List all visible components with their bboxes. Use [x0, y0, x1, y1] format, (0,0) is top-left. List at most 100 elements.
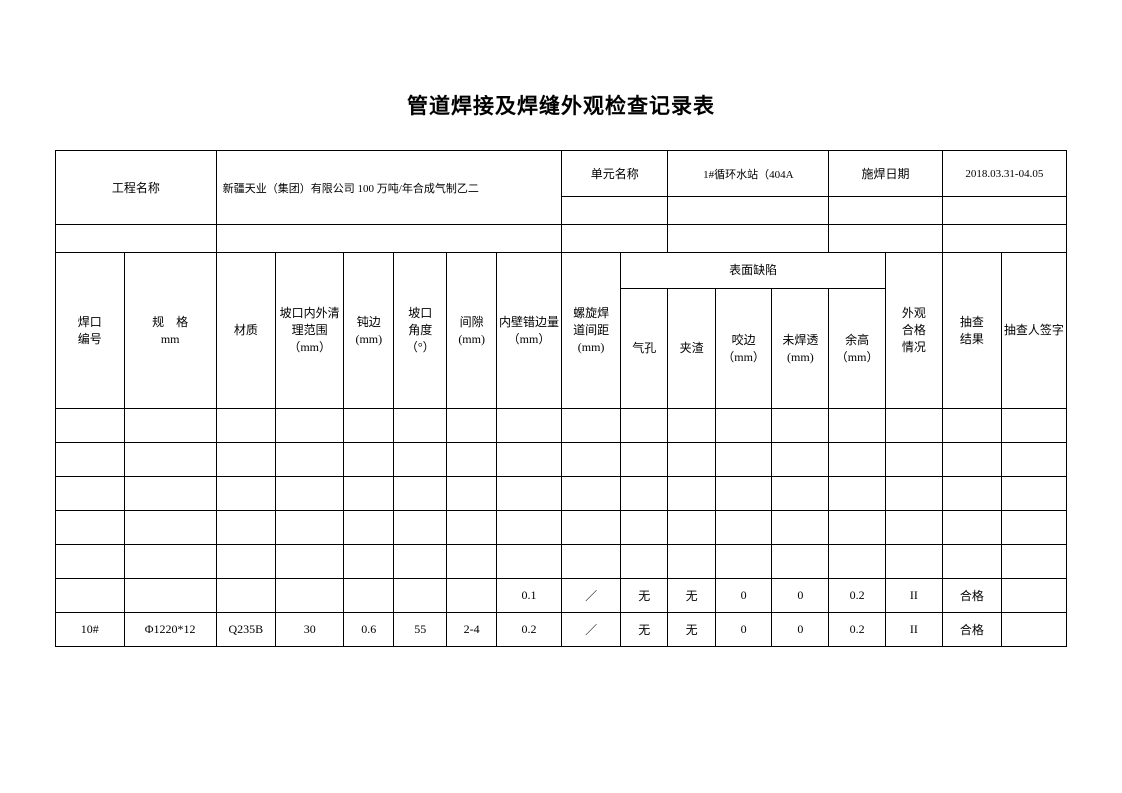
- cell: [275, 409, 344, 443]
- cell: [124, 545, 216, 579]
- cell: [886, 409, 943, 443]
- cell: [886, 545, 943, 579]
- cell: [447, 443, 497, 477]
- cell: [942, 443, 1001, 477]
- col-groove-clean: 坡口内外清理范围（mm）: [275, 253, 344, 409]
- cell: [56, 545, 125, 579]
- cell: [124, 477, 216, 511]
- cell: [668, 409, 715, 443]
- cell: [275, 477, 344, 511]
- project-name-value: 新疆天业（集团）有限公司 100 万吨/年合成气制乙二: [216, 151, 561, 225]
- table-row: 10#Φ1220*12Q235B300.6552-40.2／无无000.2II合…: [56, 613, 1067, 647]
- cell: 30: [275, 613, 344, 647]
- table-row: [56, 409, 1067, 443]
- cell: [621, 443, 668, 477]
- cell: [942, 409, 1001, 443]
- cell: [344, 511, 394, 545]
- cell: [772, 443, 829, 477]
- table-row: [56, 443, 1067, 477]
- cell: [1001, 579, 1066, 613]
- cell: 0.2: [829, 613, 886, 647]
- cell: [668, 511, 715, 545]
- hdr-blank-7: [562, 225, 668, 253]
- hdr-blank-5: [56, 225, 217, 253]
- cell: [829, 477, 886, 511]
- cell: [496, 545, 561, 579]
- doc-title: 管道焊接及焊缝外观检查记录表: [55, 90, 1067, 120]
- cell: [886, 477, 943, 511]
- col-incomplete: 未焊透(mm): [772, 289, 829, 409]
- cell: 0.6: [344, 613, 394, 647]
- cell: [216, 409, 275, 443]
- cell: [772, 511, 829, 545]
- col-spot-sign: 抽查人签字: [1001, 253, 1066, 409]
- hdr-blank-8: [668, 225, 829, 253]
- cell: [394, 579, 447, 613]
- cell: [496, 409, 561, 443]
- cell: 无: [668, 613, 715, 647]
- cell: 0: [715, 613, 772, 647]
- cell: [621, 511, 668, 545]
- hdr-blank-4: [942, 197, 1066, 225]
- table-row: [56, 477, 1067, 511]
- cell: [942, 511, 1001, 545]
- unit-name-label: 单元名称: [562, 151, 668, 197]
- col-reinforcement: 余高（mm）: [829, 289, 886, 409]
- cell: [216, 443, 275, 477]
- hdr-blank-6: [216, 225, 561, 253]
- cell: [562, 545, 621, 579]
- cell: [621, 545, 668, 579]
- cell: [668, 545, 715, 579]
- cell: Φ1220*12: [124, 613, 216, 647]
- cell: [124, 579, 216, 613]
- cell: [562, 409, 621, 443]
- cell: [772, 545, 829, 579]
- col-undercut: 咬边（mm）: [715, 289, 772, 409]
- cell: [1001, 477, 1066, 511]
- col-surface-defect: 表面缺陷: [621, 253, 886, 289]
- unit-name-value: 1#循环水站（404A: [668, 151, 829, 197]
- cell: [56, 443, 125, 477]
- cell: [344, 477, 394, 511]
- cell: [394, 511, 447, 545]
- cell: 0: [772, 579, 829, 613]
- cell: [56, 409, 125, 443]
- cell: 0.2: [829, 579, 886, 613]
- cell: [344, 443, 394, 477]
- cell: [56, 579, 125, 613]
- cell: 55: [394, 613, 447, 647]
- cell: 合格: [942, 613, 1001, 647]
- cell: [621, 409, 668, 443]
- cell: [1001, 443, 1066, 477]
- cell: [886, 443, 943, 477]
- cell: [496, 477, 561, 511]
- col-appearance: 外观合格情况: [886, 253, 943, 409]
- cell: [447, 409, 497, 443]
- cell: [1001, 409, 1066, 443]
- cell: [447, 511, 497, 545]
- col-weld-no: 焊口编号: [56, 253, 125, 409]
- cell: [829, 545, 886, 579]
- project-name-label: 工程名称: [56, 151, 217, 225]
- cell: [447, 579, 497, 613]
- hdr-blank-9: [829, 225, 943, 253]
- cell: [394, 443, 447, 477]
- cell: [56, 511, 125, 545]
- cell: [942, 545, 1001, 579]
- cell: [1001, 613, 1066, 647]
- cell: 合格: [942, 579, 1001, 613]
- cell: [216, 477, 275, 511]
- cell: Q235B: [216, 613, 275, 647]
- weld-date-value: 2018.03.31-04.05: [942, 151, 1066, 197]
- table-row: [56, 545, 1067, 579]
- hdr-blank-3: [829, 197, 943, 225]
- cell: [216, 545, 275, 579]
- cell: [56, 477, 125, 511]
- cell: [275, 511, 344, 545]
- cell: [275, 579, 344, 613]
- col-inner-misalign: 内壁错边量（mm）: [496, 253, 561, 409]
- cell: 0: [715, 579, 772, 613]
- cell: [344, 545, 394, 579]
- col-spiral-weld-gap: 螺旋焊道间距(mm): [562, 253, 621, 409]
- hdr-blank-10: [942, 225, 1066, 253]
